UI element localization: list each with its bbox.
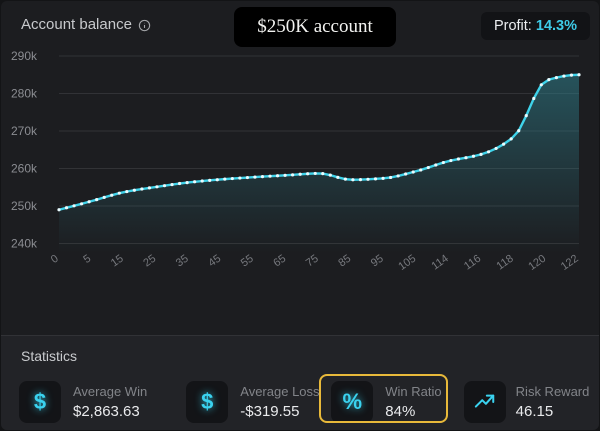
svg-text:120: 120 bbox=[526, 253, 548, 273]
svg-text:55: 55 bbox=[239, 253, 256, 270]
svg-text:65: 65 bbox=[271, 253, 288, 270]
svg-text:25: 25 bbox=[141, 253, 158, 270]
svg-text:0: 0 bbox=[49, 253, 61, 266]
svg-text:280k: 280k bbox=[11, 87, 38, 101]
svg-text:270k: 270k bbox=[11, 124, 38, 138]
svg-text:118: 118 bbox=[494, 253, 515, 273]
svg-text:250k: 250k bbox=[11, 199, 38, 213]
svg-text:85: 85 bbox=[336, 253, 353, 270]
svg-text:75: 75 bbox=[304, 253, 321, 270]
svg-text:45: 45 bbox=[206, 253, 223, 270]
svg-text:122: 122 bbox=[559, 253, 581, 273]
svg-text:114: 114 bbox=[429, 253, 450, 273]
svg-text:116: 116 bbox=[462, 253, 483, 273]
svg-text:35: 35 bbox=[174, 253, 191, 270]
svg-text:240k: 240k bbox=[11, 237, 38, 251]
svg-text:5: 5 bbox=[81, 253, 93, 266]
svg-text:105: 105 bbox=[396, 253, 418, 273]
svg-text:290k: 290k bbox=[11, 49, 38, 63]
svg-text:260k: 260k bbox=[11, 162, 38, 176]
svg-text:95: 95 bbox=[369, 253, 386, 270]
svg-text:15: 15 bbox=[109, 253, 126, 270]
